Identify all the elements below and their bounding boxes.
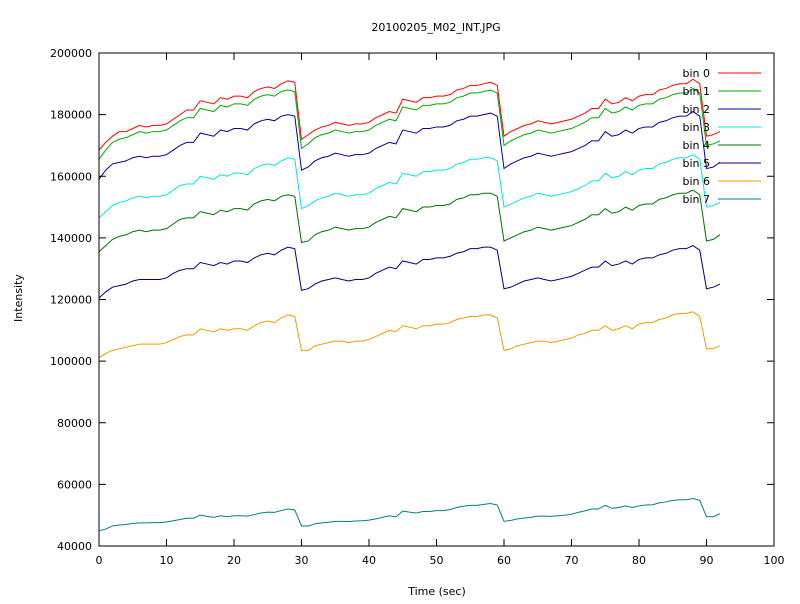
x-tick-label: 20 xyxy=(227,554,241,567)
x-tick-label: 90 xyxy=(700,554,714,567)
axes-layer: 0 10 20 30 40 50 60 70 80 90 100 40000 60000 80000 100… xyxy=(50,47,785,567)
series-line-bin-3 xyxy=(98,154,721,219)
x-tick-label: 30 xyxy=(295,554,309,567)
x-tick-label: 70 xyxy=(565,554,579,567)
x-tick-label: 50 xyxy=(430,554,444,567)
series-layer xyxy=(98,78,721,532)
series-line-bin-5 xyxy=(98,245,721,299)
y-tick-label: 60000 xyxy=(57,478,92,491)
x-tick-label: 100 xyxy=(764,554,785,567)
legend-label-bin-0: bin 0 xyxy=(682,67,710,80)
y-tick-label: 80000 xyxy=(57,417,92,430)
x-tick-label: 10 xyxy=(160,554,174,567)
series-line-bin-7 xyxy=(98,498,721,532)
y-tick-label: 40000 xyxy=(57,540,92,553)
legend: bin 0 bin 1 bin 2 bin 3 bin 4 bin 5 bin 6 bin 7 xyxy=(682,67,761,206)
series-line-bin-0 xyxy=(98,78,721,151)
series-line-bin-4 xyxy=(98,189,721,253)
legend-label-bin-3: bin 3 xyxy=(682,121,710,134)
x-axis-label: Time (sec) xyxy=(407,585,466,598)
y-tick-label: 120000 xyxy=(50,294,92,307)
legend-label-bin-2: bin 2 xyxy=(682,103,710,116)
legend-label-bin-6: bin 6 xyxy=(682,175,710,188)
y-axis-label: Intensity xyxy=(12,274,25,322)
x-tick-label: 80 xyxy=(632,554,646,567)
series-line-bin-1 xyxy=(98,87,721,160)
series-line-bin-2 xyxy=(98,110,721,180)
y-tick-label: 100000 xyxy=(50,355,92,368)
y-tick-label: 140000 xyxy=(50,232,92,245)
y-tick-label: 160000 xyxy=(50,170,92,183)
x-tick-label: 60 xyxy=(497,554,511,567)
legend-label-bin-4: bin 4 xyxy=(682,139,710,152)
chart-title: 20100205_M02_INT.JPG xyxy=(371,21,500,34)
legend-label-bin-7: bin 7 xyxy=(682,193,710,206)
y-tick-label: 180000 xyxy=(50,109,92,122)
x-tick-label: 40 xyxy=(362,554,376,567)
series-line-bin-6 xyxy=(98,311,721,359)
legend-label-bin-5: bin 5 xyxy=(682,157,710,170)
y-tick-label: 200000 xyxy=(50,47,92,60)
x-tick-label: 0 xyxy=(96,554,103,567)
legend-label-bin-1: bin 1 xyxy=(682,85,710,98)
